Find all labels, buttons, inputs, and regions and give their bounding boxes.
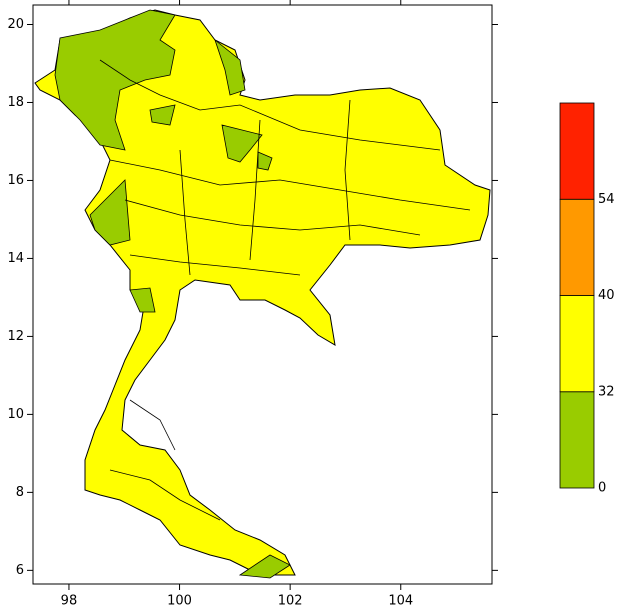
x-tick-label: 104 <box>388 594 413 609</box>
border <box>99 59 441 151</box>
zone <box>149 104 176 126</box>
y-tick-label: 10 <box>7 407 24 422</box>
zone <box>221 124 263 163</box>
zone <box>257 151 273 171</box>
y-tick-label: 12 <box>7 329 24 344</box>
border <box>109 469 221 521</box>
border <box>124 199 421 236</box>
colorbar-label: 54 <box>598 192 615 207</box>
zone <box>214 38 246 96</box>
y-tick-label: 8 <box>16 485 24 500</box>
zone <box>89 179 131 246</box>
colorbar-segment <box>559 295 595 393</box>
plot-frame <box>32 4 493 585</box>
colorbar-label: 0 <box>598 481 606 496</box>
colorbar-segment <box>559 102 595 200</box>
colorbar-segment <box>559 198 595 296</box>
y-tick-label: 20 <box>7 17 24 32</box>
thailand <box>34 9 491 576</box>
zone <box>129 287 156 313</box>
border <box>109 159 471 211</box>
y-tick-label: 16 <box>7 173 24 188</box>
border <box>129 399 176 451</box>
land <box>34 9 491 579</box>
colorbar-label: 40 <box>598 288 615 303</box>
zone <box>54 9 176 151</box>
border <box>344 99 351 241</box>
colorbar-label: 32 <box>598 384 615 399</box>
y-tick-label: 6 <box>16 563 24 578</box>
y-tick-label: 14 <box>7 251 24 266</box>
border <box>179 149 191 276</box>
x-tick-label: 102 <box>278 594 303 609</box>
border <box>129 254 301 276</box>
border <box>249 119 261 261</box>
cool-zones <box>54 9 291 579</box>
zone <box>238 554 291 579</box>
x-tick-label: 98 <box>61 594 78 609</box>
province-lines <box>99 59 471 521</box>
y-tick-label: 18 <box>7 95 24 110</box>
x-tick-label: 100 <box>167 594 192 609</box>
colorbar-segment <box>559 391 595 489</box>
